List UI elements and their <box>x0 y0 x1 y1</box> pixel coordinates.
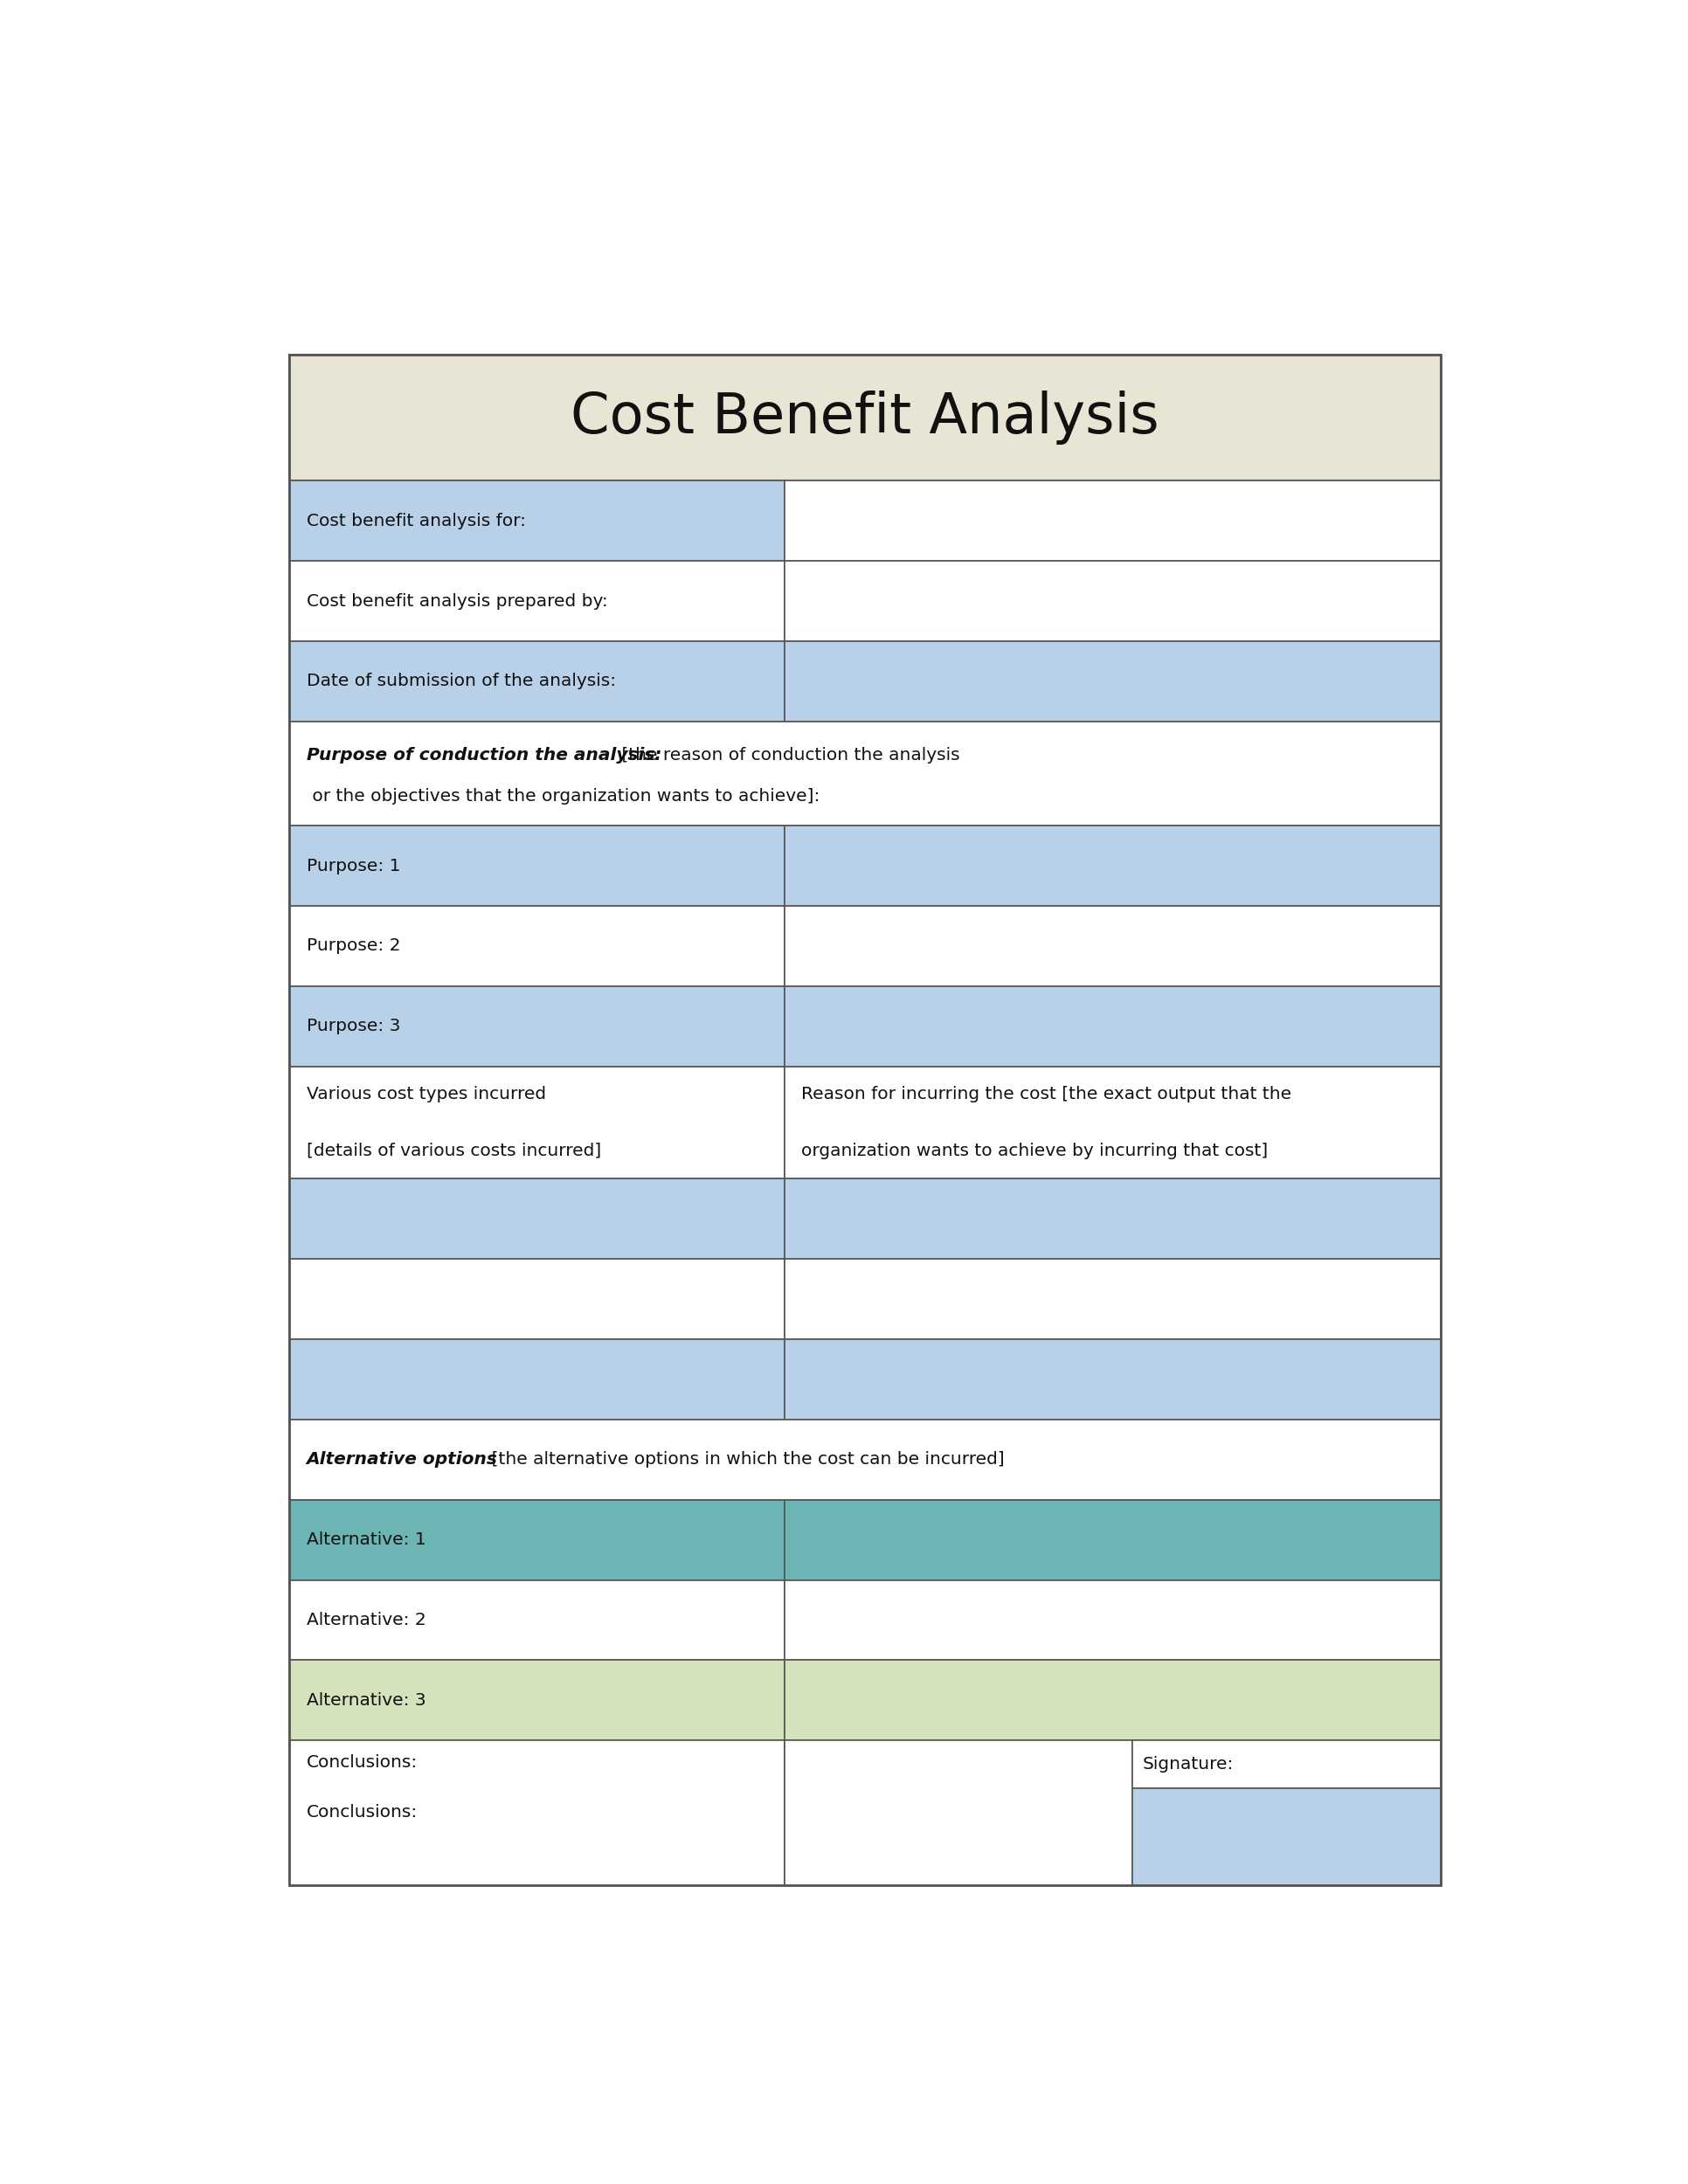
Bar <box>785 987 1442 1066</box>
Bar <box>785 1066 1442 1179</box>
Text: Alternative: 2: Alternative: 2 <box>307 1612 425 1629</box>
Text: Cost benefit analysis prepared by:: Cost benefit analysis prepared by: <box>307 592 608 609</box>
Bar <box>290 1660 785 1741</box>
Bar <box>290 906 785 987</box>
Bar <box>785 561 1442 642</box>
Text: Purpose: 2: Purpose: 2 <box>307 937 400 954</box>
Bar <box>785 1660 1442 1741</box>
Text: [details of various costs incurred]: [details of various costs incurred] <box>307 1142 601 1160</box>
Bar <box>785 906 1442 987</box>
Bar <box>785 1179 1442 1258</box>
Text: Conclusions:: Conclusions: <box>307 1754 417 1771</box>
Text: or the objectives that the organization wants to achieve]:: or the objectives that the organization … <box>307 788 820 806</box>
Bar <box>290 561 785 642</box>
Bar <box>785 1741 1133 1885</box>
Bar <box>785 480 1442 561</box>
Bar <box>290 1741 785 1885</box>
Bar <box>290 721 1440 826</box>
Text: Alternative: 3: Alternative: 3 <box>307 1693 425 1708</box>
Bar <box>785 1339 1442 1420</box>
Bar <box>785 1579 1442 1660</box>
Bar <box>290 1258 785 1339</box>
Bar <box>290 354 1440 480</box>
Text: [the reason of conduction the analysis: [the reason of conduction the analysis <box>616 747 960 762</box>
Bar <box>1133 1789 1442 1885</box>
Text: Purpose: 1: Purpose: 1 <box>307 858 400 874</box>
Bar <box>290 1579 785 1660</box>
Bar <box>290 987 785 1066</box>
Bar <box>290 354 1440 1885</box>
Text: organization wants to achieve by incurring that cost]: organization wants to achieve by incurri… <box>802 1142 1268 1160</box>
Text: Purpose: 3: Purpose: 3 <box>307 1018 400 1035</box>
Bar <box>290 1339 785 1420</box>
Bar <box>290 642 785 721</box>
Text: Various cost types incurred: Various cost types incurred <box>307 1085 545 1103</box>
Bar <box>785 642 1442 721</box>
Bar <box>785 1258 1442 1339</box>
Bar <box>290 1500 785 1579</box>
Text: Conclusions:: Conclusions: <box>307 1804 417 1821</box>
Text: : [the alternative options in which the cost can be incurred]: : [the alternative options in which the … <box>474 1452 1004 1468</box>
Bar <box>785 1741 1442 1885</box>
Text: Signature:: Signature: <box>1143 1756 1234 1773</box>
Bar <box>290 1066 785 1179</box>
Bar <box>290 480 785 561</box>
Text: Date of submission of the analysis:: Date of submission of the analysis: <box>307 673 616 690</box>
Text: Cost benefit analysis for:: Cost benefit analysis for: <box>307 513 525 529</box>
Bar <box>785 1500 1442 1579</box>
Text: Purpose of conduction the analysis:: Purpose of conduction the analysis: <box>307 747 662 762</box>
Bar <box>290 826 785 906</box>
Bar <box>290 1179 785 1258</box>
Text: Reason for incurring the cost [the exact output that the: Reason for incurring the cost [the exact… <box>802 1085 1291 1103</box>
Bar <box>290 1420 1440 1500</box>
Bar <box>1133 1741 1442 1789</box>
Bar <box>785 826 1442 906</box>
Text: Alternative: 1: Alternative: 1 <box>307 1531 425 1548</box>
Text: Alternative options: Alternative options <box>307 1452 498 1468</box>
Text: Cost Benefit Analysis: Cost Benefit Analysis <box>571 391 1160 446</box>
